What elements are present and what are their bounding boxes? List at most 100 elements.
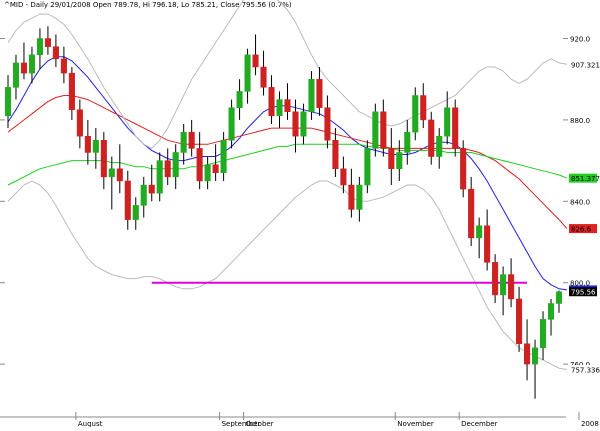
candle	[492, 254, 499, 304]
value-label-text: 826.6	[571, 226, 592, 234]
candle-body-down	[124, 180, 131, 220]
candle-body-up	[28, 54, 35, 74]
candle-body-up	[476, 225, 483, 239]
value-label-text: 757.336	[571, 367, 600, 375]
candle-body-up	[172, 152, 179, 178]
candle	[468, 176, 475, 247]
candle	[260, 50, 267, 96]
candle-body-down	[468, 188, 475, 239]
candle-body-down	[100, 140, 107, 178]
candle-body-up	[356, 184, 363, 210]
candle-body-down	[348, 184, 355, 210]
candle	[444, 91, 451, 145]
candle-body-down	[196, 148, 203, 182]
candle-body-down	[452, 107, 459, 149]
value-label-text: 907.321	[571, 61, 600, 69]
candle-body-down	[84, 135, 91, 153]
candle	[100, 132, 107, 190]
candle-body-down	[60, 58, 67, 74]
candle	[372, 103, 379, 157]
candle	[124, 170, 131, 230]
candle	[4, 75, 12, 129]
candle	[316, 67, 323, 116]
plot-area	[0, 0, 566, 417]
candle	[212, 144, 219, 181]
candle-body-down	[164, 160, 171, 178]
candle	[220, 132, 227, 181]
candle	[452, 99, 459, 157]
value-label: 795.56	[569, 287, 597, 297]
candle-body-up	[228, 107, 235, 141]
candle	[204, 156, 211, 190]
candle-body-down	[324, 107, 331, 141]
candle-body-up	[180, 131, 187, 153]
x-tick-label: November	[397, 420, 434, 427]
candle	[348, 168, 355, 218]
y-tick-label: 880.0	[570, 117, 590, 125]
candle	[244, 48, 251, 104]
candles	[4, 26, 563, 399]
candle	[60, 46, 67, 84]
value-label-bg	[569, 173, 597, 183]
value-label: 826.6	[569, 224, 597, 234]
candle-body-up	[236, 91, 243, 108]
candle	[252, 34, 259, 76]
candle	[236, 79, 243, 120]
value-label-bg	[569, 59, 597, 69]
candle	[420, 83, 427, 129]
candle	[460, 140, 467, 198]
candle	[28, 46, 35, 84]
candle-body-up	[364, 148, 371, 186]
candle-body-down	[52, 46, 59, 60]
candle	[140, 176, 147, 218]
candle	[412, 87, 419, 141]
candle	[12, 54, 20, 100]
candle	[268, 75, 275, 124]
candle	[44, 26, 51, 55]
value-label: 851.377	[569, 173, 600, 183]
candle	[508, 258, 515, 308]
candle-body-up	[500, 274, 507, 296]
candle	[300, 103, 307, 145]
candle-body-down	[428, 119, 435, 157]
chart-header: ^MID - Daily 29/01/2008 Open 789.78, Hi …	[4, 1, 292, 9]
candle	[172, 144, 179, 190]
candle-body-down	[380, 111, 387, 149]
candle-body-up	[444, 107, 451, 137]
y-tick-label: 920.0	[570, 36, 590, 44]
candle	[539, 311, 547, 361]
candle	[36, 28, 43, 70]
candle	[228, 99, 235, 149]
y-tick-label: 800.0	[570, 280, 590, 288]
candle	[116, 144, 123, 194]
candle-body-up	[436, 135, 443, 157]
candle	[164, 148, 171, 186]
candle-body-up	[412, 95, 419, 133]
candle	[332, 128, 339, 177]
candle-body-down	[284, 99, 291, 113]
candle	[292, 99, 299, 153]
candle-body-down	[508, 274, 515, 300]
candle-body-up	[308, 78, 315, 113]
candle-body-up	[372, 111, 379, 149]
candle	[20, 42, 28, 80]
candle-body-down	[68, 72, 75, 110]
candle-body-up	[300, 111, 307, 137]
candle-body-down	[44, 38, 51, 47]
candle	[364, 140, 371, 194]
candle-body-up	[108, 168, 115, 178]
x-tick-label: 2008	[581, 420, 599, 427]
candle	[84, 119, 91, 165]
candle-body-up	[404, 131, 411, 153]
candle-body-down	[268, 87, 275, 117]
x-tick-label: August	[78, 420, 103, 427]
candle-body-up	[532, 347, 539, 365]
candle	[380, 99, 387, 157]
candle	[547, 298, 555, 336]
candle-body-down	[148, 184, 155, 194]
candle	[516, 286, 523, 352]
